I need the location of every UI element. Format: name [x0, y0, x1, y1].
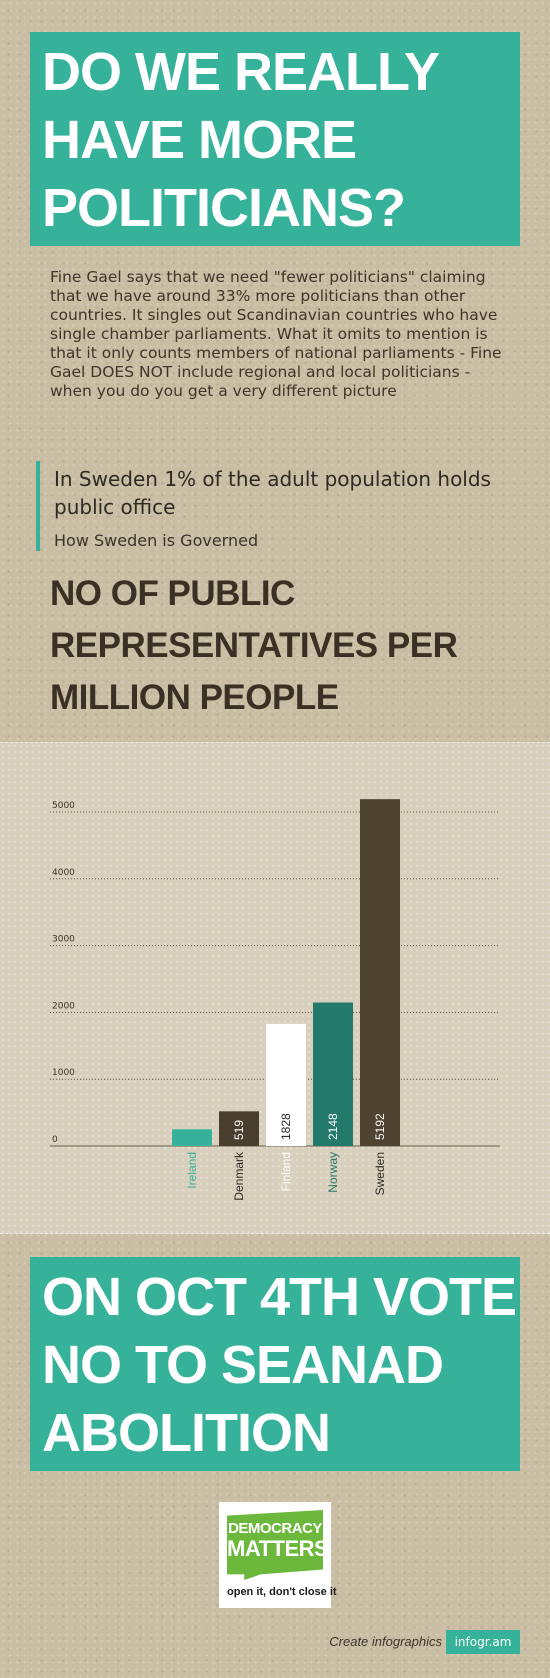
- logo-tagline: open it, don't close it: [227, 1586, 337, 1598]
- cta-line: ABOLITION: [42, 1403, 331, 1463]
- credit-text[interactable]: Create infographics: [329, 1634, 442, 1649]
- title-line: DO WE REALLY: [42, 42, 440, 102]
- bar-finland: [266, 1023, 306, 1146]
- data-label: 1828: [279, 1113, 293, 1140]
- y-tick-label: 2000: [52, 1001, 75, 1011]
- x-tick-label: Norway: [326, 1152, 340, 1193]
- title-banner: DO WE REALLY HAVE MORE POLITICIANS?: [30, 32, 520, 246]
- bar-ireland: [172, 1129, 212, 1146]
- title-line: POLITICIANS?: [42, 178, 406, 238]
- chart-heading: NO OF PUBLIC REPRESENTATIVES PER MILLION…: [50, 568, 520, 724]
- chart-heading-line: NO OF PUBLIC: [50, 574, 295, 613]
- y-tick-label: 3000: [52, 935, 75, 945]
- data-label: 5192: [373, 1113, 387, 1140]
- chart-heading-line: MILLION PEOPLE: [50, 678, 339, 717]
- y-tick-label: 1000: [52, 1068, 75, 1078]
- x-tick-label: Ireland: [185, 1152, 199, 1189]
- bar-denmark: [219, 1111, 259, 1146]
- chart-panel: 0 1000 2000 3000 4000 5000 Ireland Denmark 519 Fi…: [0, 742, 550, 1234]
- title-line: HAVE MORE: [42, 110, 357, 170]
- chart-heading-line: REPRESENTATIVES PER: [50, 626, 458, 665]
- y-tick-label: 0: [52, 1135, 58, 1145]
- y-tick-label: 4000: [52, 868, 75, 878]
- bar-sweden: [360, 799, 400, 1146]
- cta-line: ON OCT 4TH VOTE: [42, 1267, 517, 1327]
- bar-chart: 0 1000 2000 3000 4000 5000 Ireland Denmark 519 Fi…: [50, 799, 500, 1201]
- infogram-badge[interactable]: infogr.am: [446, 1630, 520, 1654]
- quote-text: In Sweden 1% of the adult population hol…: [54, 467, 491, 519]
- cta-banner: ON OCT 4TH VOTE NO TO SEANAD ABOLITION: [30, 1257, 520, 1471]
- quote-block: In Sweden 1% of the adult population hol…: [36, 461, 520, 551]
- data-label: 519: [232, 1120, 246, 1140]
- x-tick-label: Finland: [279, 1152, 293, 1191]
- flag-icon: DEMOCRACY MATTERS: [227, 1510, 323, 1580]
- bar-norway: [313, 1002, 353, 1146]
- x-tick-label: Denmark: [232, 1151, 246, 1201]
- cta-line: NO TO SEANAD: [42, 1335, 444, 1395]
- intro-paragraph: Fine Gael says that we need "fewer polit…: [50, 268, 502, 400]
- logo-line: DEMOCRACY: [228, 1520, 322, 1537]
- y-tick-label: 5000: [52, 801, 75, 811]
- democracy-matters-logo: DEMOCRACY MATTERS open it, don't close i…: [219, 1502, 337, 1608]
- quote-source: How Sweden is Governed: [54, 531, 259, 550]
- data-label: 2148: [326, 1113, 340, 1140]
- x-tick-label: Sweden: [373, 1152, 387, 1195]
- logo-line: MATTERS: [227, 1536, 329, 1561]
